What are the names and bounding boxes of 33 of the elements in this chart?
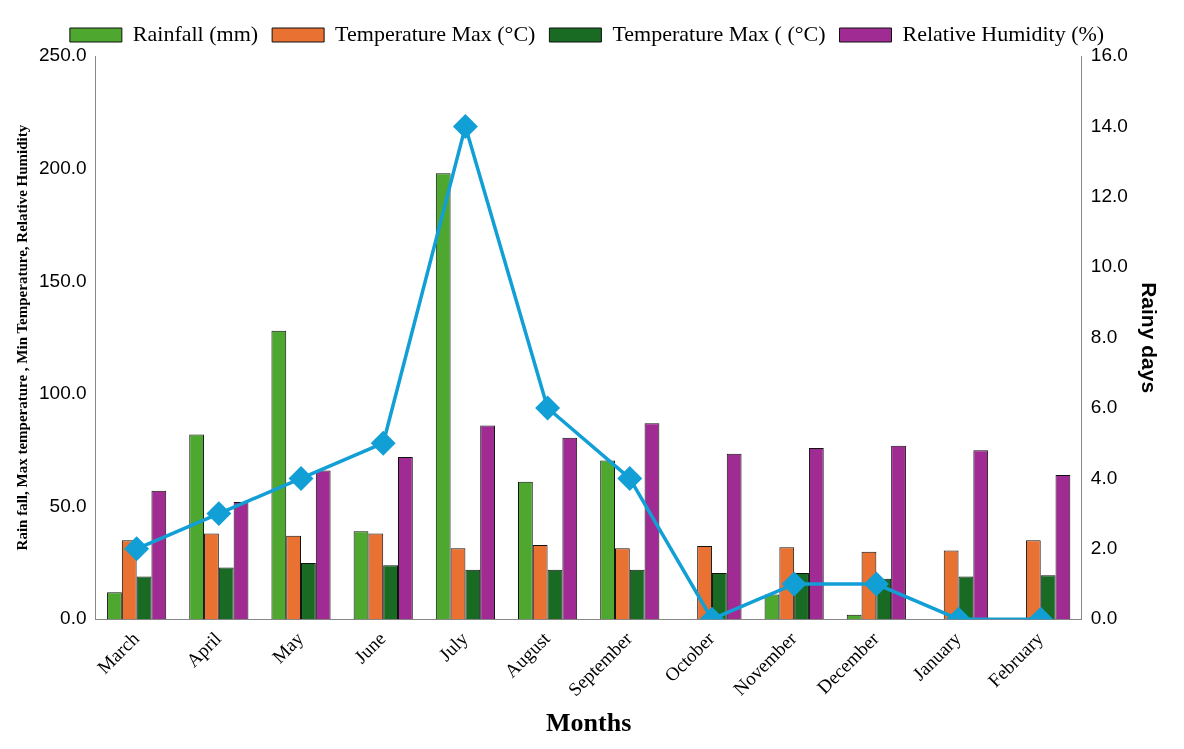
point bbox=[782, 572, 806, 596]
legend-label: Relative Humidity (%) bbox=[902, 20, 1105, 46]
point bbox=[371, 431, 395, 455]
y2-tick-label: 8.0 bbox=[1090, 325, 1118, 347]
y-tick-label: 100.0 bbox=[39, 382, 87, 404]
y-tick-label: 50.0 bbox=[49, 494, 87, 516]
point bbox=[618, 466, 642, 491]
point bbox=[289, 466, 313, 491]
y2-tick-label: 14.0 bbox=[1090, 114, 1128, 136]
point bbox=[535, 396, 560, 420]
y2-tick-label: 10.0 bbox=[1090, 255, 1128, 277]
y-axis-title: Rain fall, Max temperature , Min Temperature, Relative Humidity bbox=[13, 124, 30, 551]
x-tick-label: May bbox=[267, 627, 308, 668]
x-tick-label: July bbox=[434, 627, 473, 666]
y-tick-label: 200.0 bbox=[39, 156, 87, 178]
y2-tick-label: 4.0 bbox=[1090, 466, 1118, 488]
point bbox=[453, 114, 478, 139]
y2-tick-label: 0.0 bbox=[1090, 607, 1118, 629]
x-tick-label: June bbox=[350, 627, 390, 668]
point bbox=[124, 537, 149, 561]
y2-axis-title: Rainy days bbox=[1137, 282, 1161, 394]
x-axis-title: Months bbox=[546, 708, 632, 738]
y-tick-label: 250.0 bbox=[39, 44, 87, 66]
legend-label: Rainfall (mm) bbox=[132, 20, 259, 46]
y2-tick-label: 2.0 bbox=[1090, 537, 1118, 559]
legend-label: Temperature Max (°C) bbox=[335, 20, 536, 46]
y-tick-label: 0.0 bbox=[60, 607, 87, 629]
y2-tick-label: 6.0 bbox=[1090, 396, 1118, 418]
legend-label: Temperature Max ( (°C) bbox=[612, 20, 826, 46]
y2-tick-label: 12.0 bbox=[1090, 185, 1128, 207]
y-tick-label: 150.0 bbox=[39, 269, 87, 291]
point bbox=[864, 572, 889, 596]
point bbox=[207, 501, 231, 526]
